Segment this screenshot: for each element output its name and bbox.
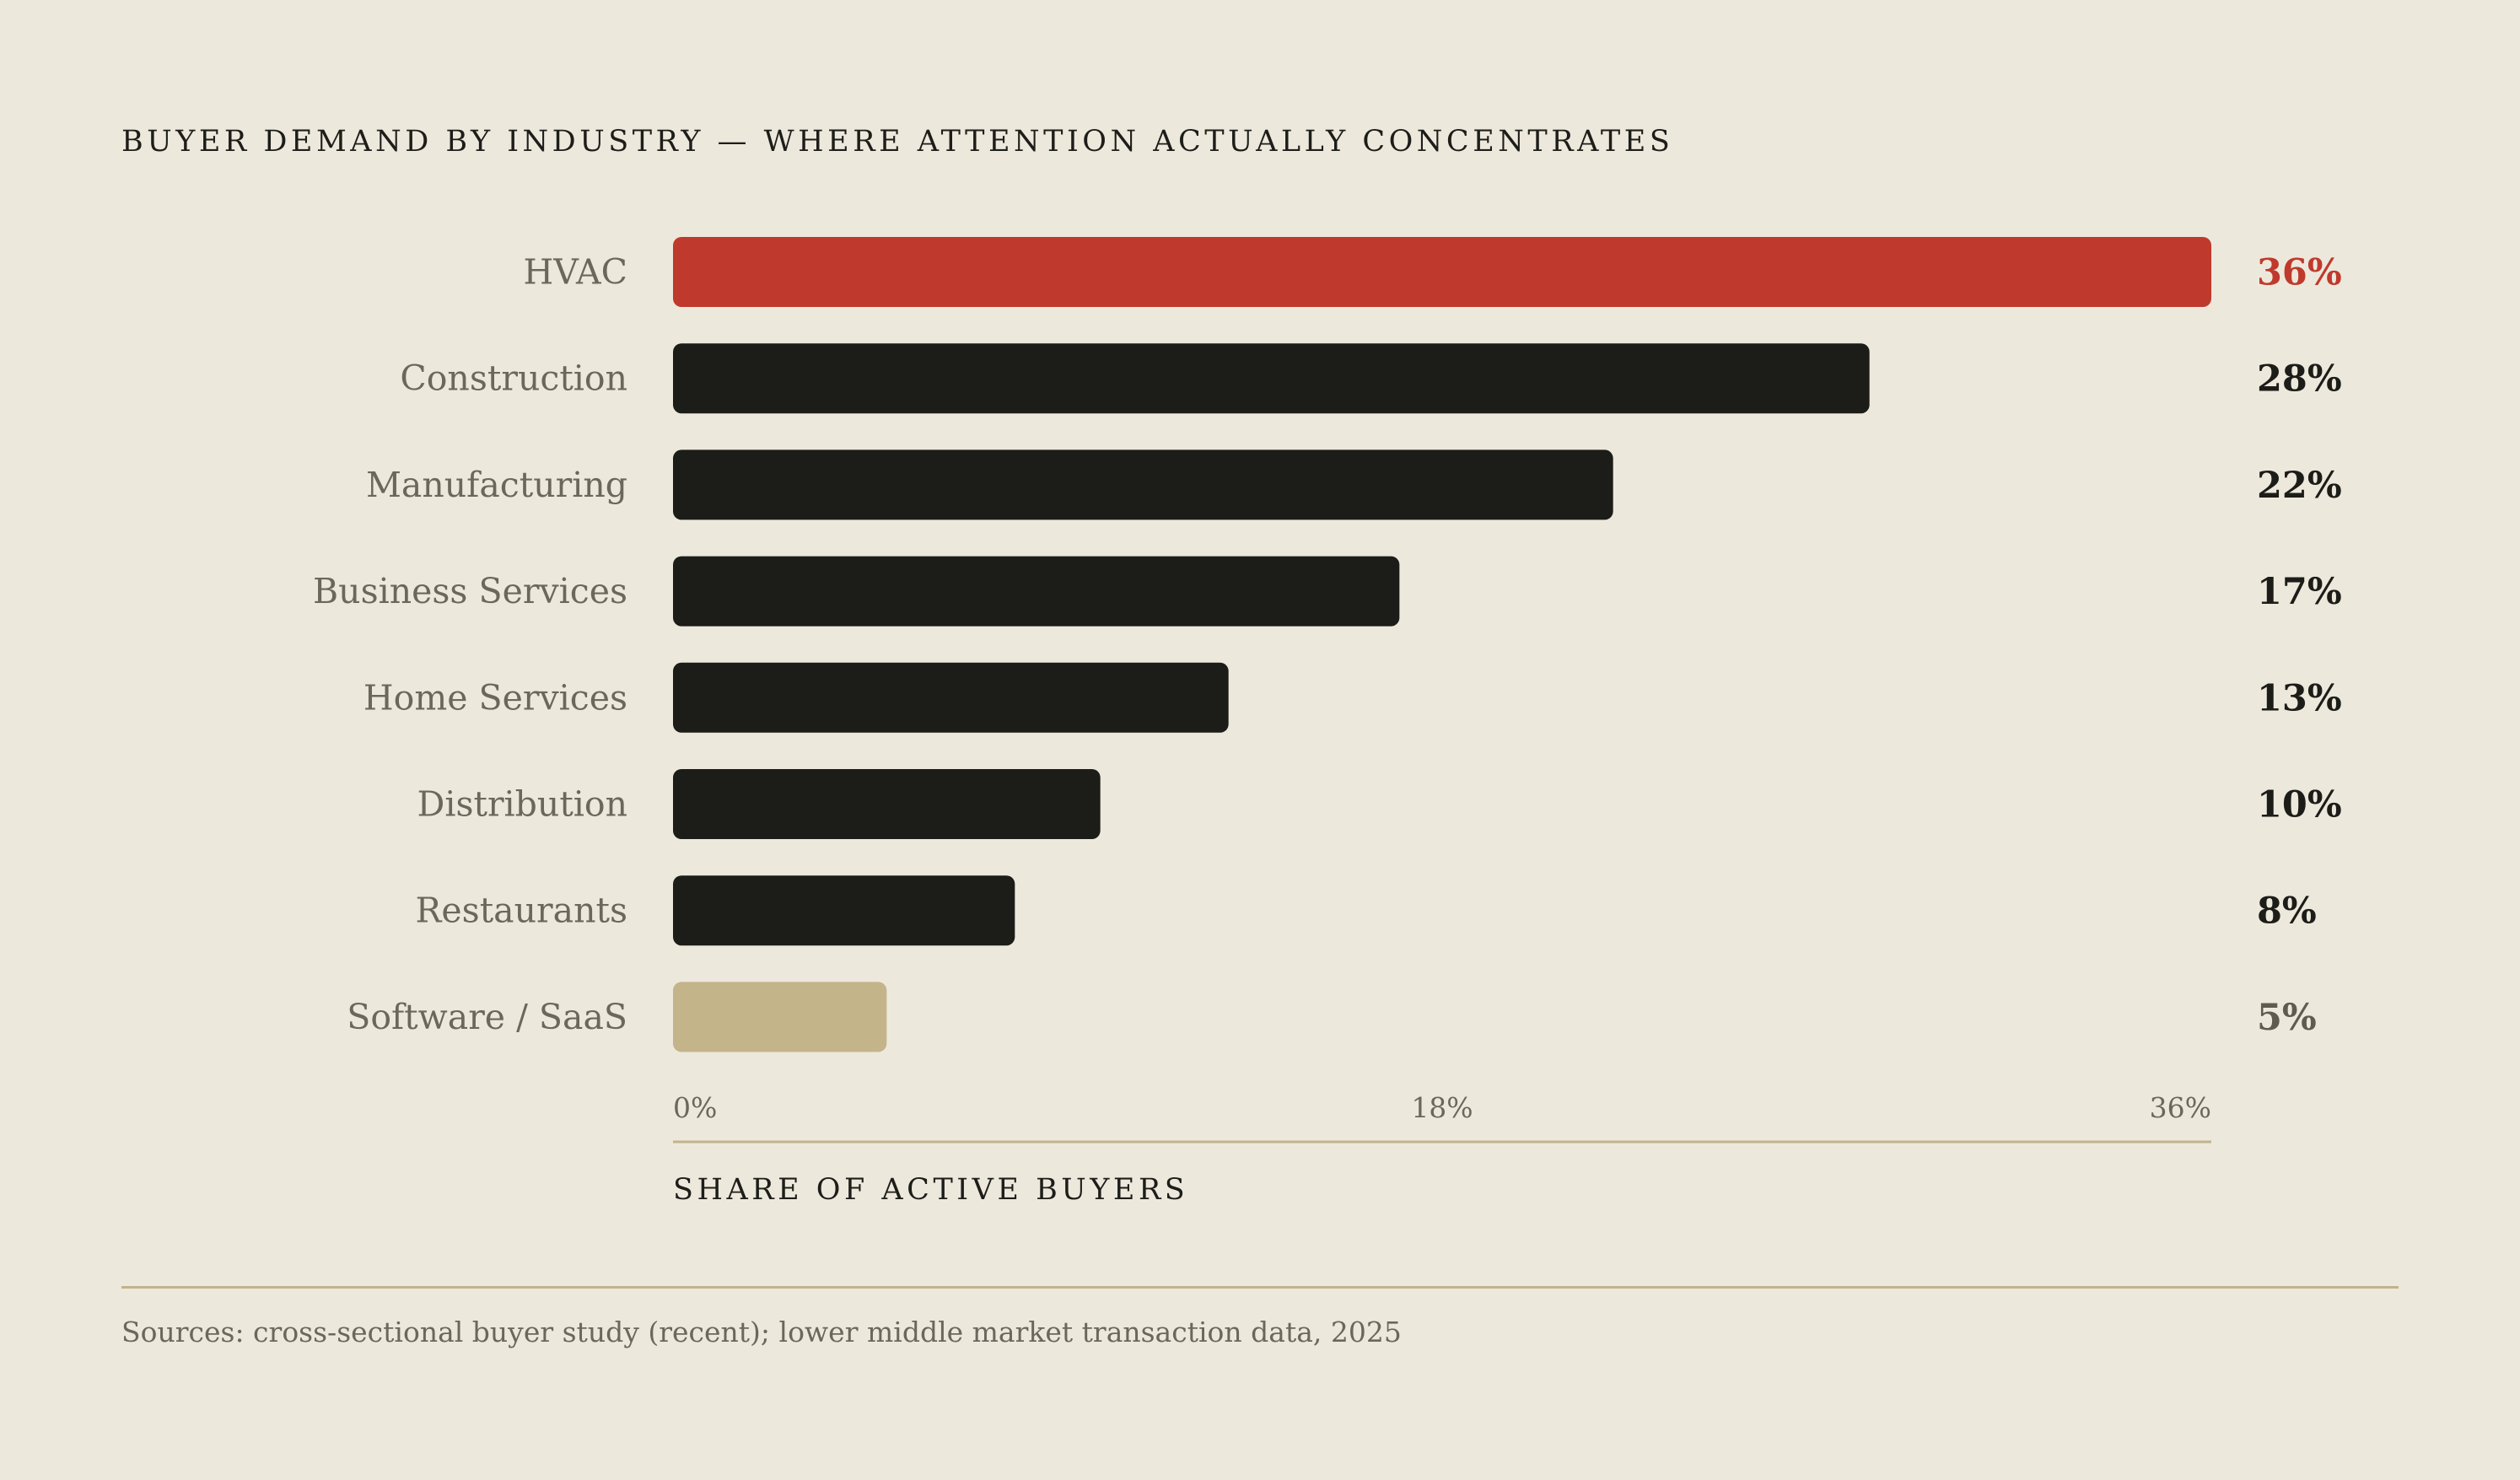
source-note: Sources: cross-sectional buyer study (re… — [121, 1316, 1402, 1348]
tick-label: 18% — [1411, 1091, 1473, 1124]
bar — [673, 237, 2211, 307]
category-label: Construction — [400, 358, 627, 399]
category-label: Business Services — [313, 571, 627, 611]
value-label: 17% — [2257, 571, 2342, 613]
value-label: 28% — [2257, 358, 2342, 401]
bar — [673, 449, 1613, 520]
category-label: Home Services — [363, 677, 627, 718]
value-label: 8% — [2257, 891, 2317, 933]
category-label: Restaurants — [416, 891, 627, 931]
bar-chart: HVAC 36% Construction 28% Manufacturing 22% Bu… — [313, 237, 2342, 1207]
value-label: 10% — [2257, 784, 2342, 826]
bar — [673, 556, 1400, 627]
bar — [673, 982, 887, 1052]
value-label: 5% — [2257, 997, 2317, 1039]
value-label: 13% — [2257, 677, 2342, 719]
category-label: Manufacturing — [366, 465, 627, 505]
tick-label: 0% — [673, 1091, 717, 1124]
chart-title: BUYER DEMAND BY INDUSTRY — WHERE ATTENTI… — [121, 125, 1674, 159]
value-label: 22% — [2257, 465, 2342, 507]
category-label: HVAC — [523, 252, 627, 293]
footer-divider — [121, 1286, 2399, 1289]
bar — [673, 343, 1870, 414]
category-label: Software / SaaS — [347, 997, 627, 1037]
value-label: 36% — [2257, 252, 2342, 294]
category-label: Distribution — [417, 784, 627, 825]
bar — [673, 875, 1015, 946]
tick-label: 36% — [2150, 1091, 2211, 1124]
bar — [673, 769, 1101, 839]
x-axis-title: SHARE OF ACTIVE BUYERS — [673, 1173, 1188, 1207]
bar — [673, 662, 1229, 733]
